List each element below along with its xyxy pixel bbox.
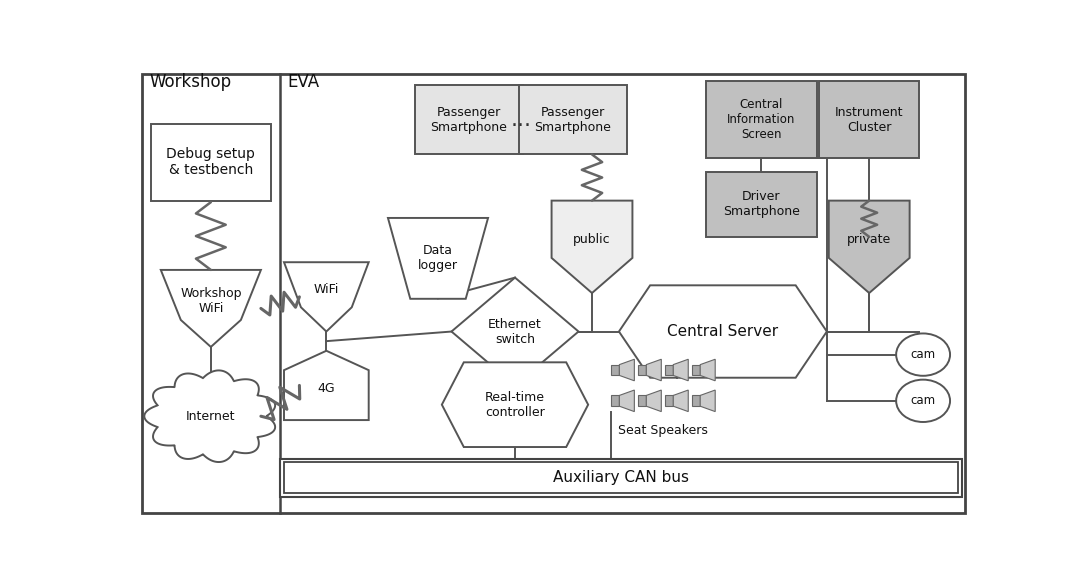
Ellipse shape bbox=[896, 379, 950, 422]
Polygon shape bbox=[646, 390, 661, 411]
Polygon shape bbox=[700, 359, 715, 381]
Text: Instrument
Cluster: Instrument Cluster bbox=[835, 106, 904, 134]
FancyBboxPatch shape bbox=[819, 81, 919, 158]
Polygon shape bbox=[619, 390, 634, 411]
Polygon shape bbox=[700, 390, 715, 411]
Polygon shape bbox=[552, 200, 633, 293]
Text: Driver
Smartphone: Driver Smartphone bbox=[723, 191, 800, 218]
Text: Seat Speakers: Seat Speakers bbox=[618, 424, 707, 436]
Text: EVA: EVA bbox=[288, 73, 320, 91]
FancyBboxPatch shape bbox=[611, 396, 619, 406]
Text: Real-time
controller: Real-time controller bbox=[485, 390, 545, 419]
Polygon shape bbox=[145, 371, 275, 462]
FancyBboxPatch shape bbox=[280, 458, 961, 497]
FancyBboxPatch shape bbox=[284, 462, 958, 493]
FancyBboxPatch shape bbox=[705, 172, 818, 237]
Text: Central Server: Central Server bbox=[667, 324, 779, 339]
Text: Workshop
WiFi: Workshop WiFi bbox=[180, 286, 242, 315]
FancyBboxPatch shape bbox=[638, 396, 646, 406]
Text: public: public bbox=[573, 233, 611, 246]
Text: cam: cam bbox=[910, 394, 935, 407]
Text: cam: cam bbox=[910, 348, 935, 361]
Text: Central
Information
Screen: Central Information Screen bbox=[727, 98, 796, 141]
FancyBboxPatch shape bbox=[638, 365, 646, 375]
Text: private: private bbox=[847, 233, 891, 246]
FancyBboxPatch shape bbox=[692, 396, 700, 406]
Text: Passenger
Smartphone: Passenger Smartphone bbox=[535, 106, 611, 134]
Text: Debug setup
& testbench: Debug setup & testbench bbox=[166, 147, 255, 177]
Text: Ethernet
switch: Ethernet switch bbox=[488, 318, 542, 346]
Polygon shape bbox=[619, 359, 634, 381]
Text: WiFi: WiFi bbox=[313, 284, 339, 296]
Polygon shape bbox=[646, 359, 661, 381]
Polygon shape bbox=[388, 218, 488, 299]
FancyBboxPatch shape bbox=[141, 74, 966, 513]
Polygon shape bbox=[284, 351, 368, 420]
FancyBboxPatch shape bbox=[415, 85, 523, 155]
Polygon shape bbox=[451, 278, 579, 385]
FancyBboxPatch shape bbox=[151, 124, 270, 200]
Text: 4G: 4G bbox=[318, 382, 335, 396]
Polygon shape bbox=[161, 270, 261, 347]
Polygon shape bbox=[442, 363, 589, 447]
Polygon shape bbox=[828, 200, 909, 293]
Text: Data
logger: Data logger bbox=[418, 245, 458, 272]
Polygon shape bbox=[673, 359, 688, 381]
Polygon shape bbox=[284, 262, 368, 332]
Ellipse shape bbox=[896, 333, 950, 376]
FancyBboxPatch shape bbox=[692, 365, 700, 375]
FancyBboxPatch shape bbox=[665, 365, 673, 375]
Text: Auxiliary CAN bus: Auxiliary CAN bus bbox=[553, 471, 689, 485]
Text: Internet: Internet bbox=[186, 410, 235, 423]
FancyBboxPatch shape bbox=[705, 81, 818, 158]
Polygon shape bbox=[619, 285, 827, 378]
FancyBboxPatch shape bbox=[665, 396, 673, 406]
FancyBboxPatch shape bbox=[611, 365, 619, 375]
Text: Workshop: Workshop bbox=[149, 73, 231, 91]
Polygon shape bbox=[673, 390, 688, 411]
Text: Passenger
Smartphone: Passenger Smartphone bbox=[430, 106, 508, 134]
Text: ...: ... bbox=[511, 110, 531, 130]
FancyBboxPatch shape bbox=[518, 85, 626, 155]
